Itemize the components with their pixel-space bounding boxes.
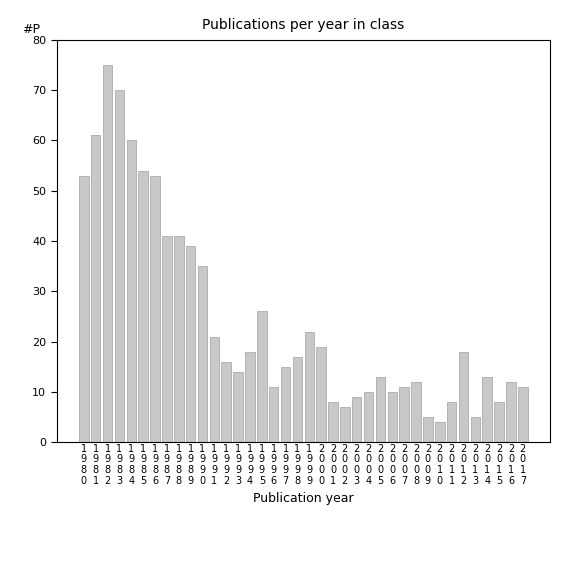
Bar bbox=[126, 141, 136, 442]
Bar bbox=[423, 417, 433, 442]
Bar bbox=[483, 377, 492, 442]
Bar bbox=[91, 136, 100, 442]
Bar bbox=[162, 236, 172, 442]
Bar bbox=[245, 352, 255, 442]
Bar bbox=[281, 367, 290, 442]
Text: #P: #P bbox=[22, 23, 40, 36]
Bar bbox=[79, 176, 88, 442]
Bar bbox=[352, 397, 362, 442]
Bar bbox=[364, 392, 373, 442]
Bar bbox=[506, 382, 516, 442]
X-axis label: Publication year: Publication year bbox=[253, 492, 354, 505]
Bar bbox=[269, 387, 278, 442]
Title: Publications per year in class: Publications per year in class bbox=[202, 18, 404, 32]
Bar bbox=[115, 90, 124, 442]
Bar bbox=[198, 266, 208, 442]
Bar bbox=[103, 65, 112, 442]
Bar bbox=[518, 387, 527, 442]
Bar bbox=[222, 362, 231, 442]
Bar bbox=[388, 392, 397, 442]
Bar bbox=[435, 422, 445, 442]
Bar bbox=[304, 332, 314, 442]
Bar bbox=[174, 236, 184, 442]
Bar bbox=[411, 382, 421, 442]
Bar bbox=[293, 357, 302, 442]
Bar bbox=[459, 352, 468, 442]
Bar bbox=[316, 346, 326, 442]
Bar bbox=[186, 246, 196, 442]
Bar bbox=[340, 407, 350, 442]
Bar bbox=[399, 387, 409, 442]
Bar bbox=[376, 377, 385, 442]
Bar bbox=[138, 171, 148, 442]
Bar bbox=[447, 402, 456, 442]
Bar bbox=[234, 372, 243, 442]
Bar bbox=[471, 417, 480, 442]
Bar bbox=[328, 402, 338, 442]
Bar bbox=[257, 311, 266, 442]
Bar bbox=[494, 402, 504, 442]
Bar bbox=[210, 337, 219, 442]
Bar bbox=[150, 176, 160, 442]
